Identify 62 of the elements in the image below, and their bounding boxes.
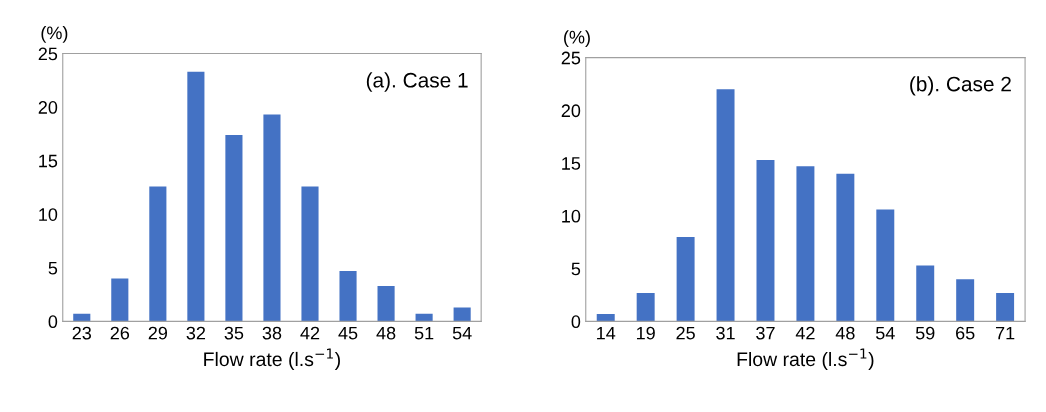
y-tick-label: 0	[571, 315, 581, 329]
x-tick-label: 29	[148, 326, 168, 340]
bar	[263, 114, 281, 322]
bar	[225, 134, 243, 322]
x-tick-label: 38	[262, 326, 282, 340]
y-tick-label: 20	[561, 104, 581, 118]
x-tick-label: 26	[110, 326, 130, 340]
x-tick-label: 19	[637, 326, 655, 340]
x-axis-title: Flow rate (l.s$^{−1}$)	[737, 348, 874, 370]
x-tick-label: 35	[224, 326, 244, 340]
y-tick-label: 5	[48, 261, 58, 275]
x-tick-label: 51	[414, 326, 434, 340]
bar	[187, 71, 205, 322]
bar	[836, 173, 855, 322]
y-tick-label: 5	[571, 262, 581, 276]
bar	[716, 89, 735, 322]
annotation: (a). Case 1	[366, 72, 468, 92]
bar	[111, 278, 129, 322]
x-tick-label: 23	[72, 326, 92, 340]
y-tick-label: 25	[561, 51, 581, 65]
y-tick-label: 10	[562, 209, 581, 223]
bar	[73, 313, 91, 322]
y-axis-title: (%)	[41, 26, 68, 43]
x-tick-label: 37	[756, 326, 775, 340]
x-tick-label: 42	[300, 326, 320, 340]
y-tick-label: 20	[38, 101, 58, 114]
bar	[339, 271, 357, 322]
y-tick-label: 10	[39, 208, 58, 221]
y-tick-label: 25	[38, 47, 58, 61]
y-tick-label: 0	[48, 315, 58, 329]
bar	[676, 236, 695, 322]
bar	[796, 166, 815, 322]
x-tick-label: 54	[875, 326, 895, 340]
bar	[956, 279, 975, 322]
bar	[876, 209, 895, 322]
x-axis-title: Flow rate (l.s$^{−1}$)	[204, 348, 340, 370]
x-tick-label: 71	[996, 326, 1015, 340]
bar	[996, 292, 1015, 322]
bar	[756, 159, 775, 322]
y-axis-title: (%)	[564, 30, 590, 48]
bar	[301, 186, 319, 322]
bar	[596, 313, 615, 322]
x-tick-label: 48	[835, 326, 855, 340]
x-tick-label: 45	[338, 326, 358, 340]
y-tick-label: 15	[39, 154, 58, 168]
bar	[415, 313, 433, 322]
x-tick-label: 14	[597, 326, 616, 340]
bar	[377, 286, 395, 322]
x-tick-label: 32	[186, 326, 206, 340]
x-tick-label: 31	[716, 326, 735, 340]
bar	[453, 307, 471, 322]
bar	[149, 186, 167, 322]
x-tick-label: 65	[956, 326, 975, 340]
x-tick-label: 54	[452, 326, 472, 340]
bar	[916, 265, 935, 322]
annotation: (b). Case 2	[910, 76, 1011, 96]
x-tick-label: 42	[795, 326, 815, 340]
x-tick-label: 25	[676, 326, 695, 340]
x-tick-label: 59	[915, 326, 935, 340]
x-tick-label: 48	[376, 326, 396, 340]
bar	[636, 292, 655, 322]
y-tick-label: 15	[562, 157, 581, 170]
